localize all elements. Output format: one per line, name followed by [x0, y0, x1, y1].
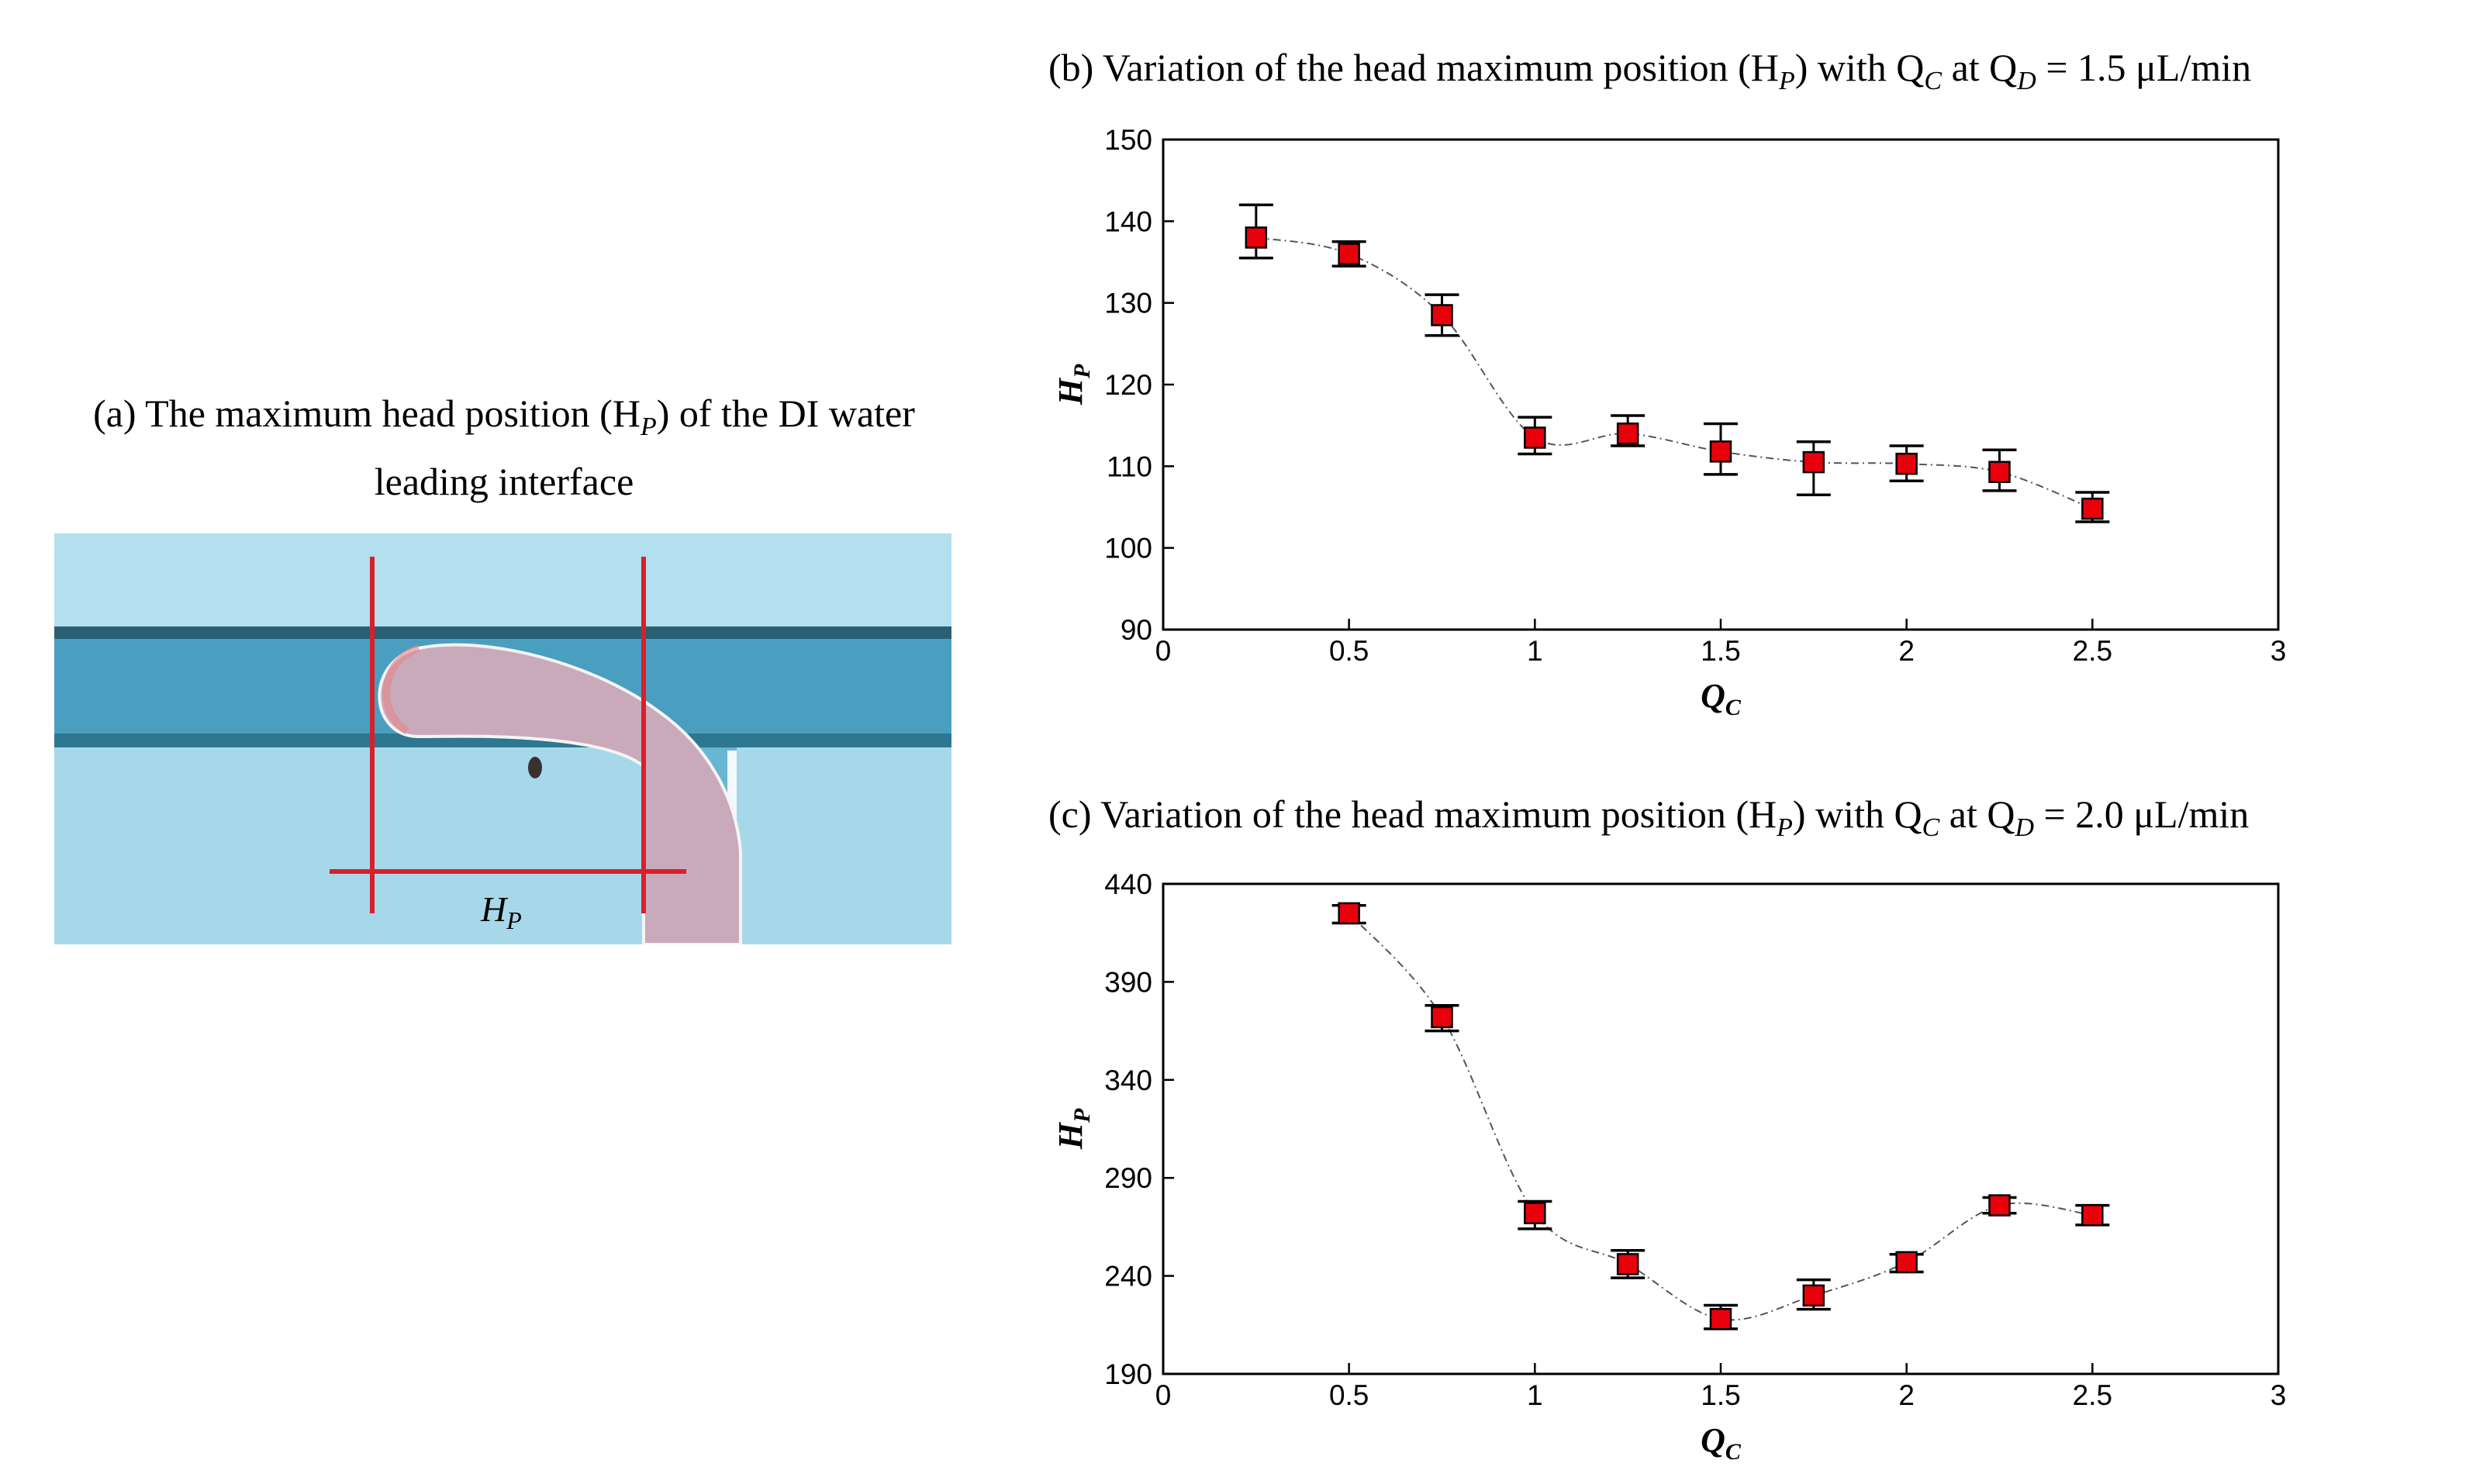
chart-b-x-tick-label: 2	[1898, 635, 1915, 667]
chart-b-y-tick-label: 90	[1121, 614, 1152, 646]
chart-b-data-point	[1431, 304, 1453, 326]
panel-c-hp-sub: P	[1777, 813, 1793, 842]
chart-c-data-point	[1802, 1284, 1825, 1307]
chart-c-x-tick-label: 1.5	[1701, 1379, 1740, 1411]
panel-b-qc-sub: C	[1924, 67, 1942, 95]
chart-b-data-point	[1338, 243, 1360, 265]
chart-b-x-tick-label: 0.5	[1329, 635, 1369, 667]
chart-c-y-tick-label: 340	[1104, 1065, 1152, 1096]
panel-a-title-start: (a) The maximum head position (H	[93, 392, 641, 435]
chart-b-data-point	[1245, 226, 1268, 249]
panel-b-hp-sub: P	[1778, 67, 1795, 95]
chart-c-x-tick-label: 1	[1527, 1379, 1543, 1411]
chart-b-data-point	[2081, 497, 2104, 520]
chart-b-y-tick-label: 140	[1104, 205, 1152, 237]
chart-b-y-tick-label: 100	[1104, 533, 1152, 564]
chart-c-data-point	[2081, 1203, 2104, 1227]
panel-c-qc-sub: C	[1922, 813, 1940, 842]
chart-c-data-point	[1524, 1202, 1546, 1224]
chart-c-y-tick-label: 440	[1104, 868, 1152, 900]
panel-c-title-at: at Q	[1939, 792, 2015, 836]
chart-b-plot-frame	[1162, 138, 2280, 631]
chart-c-y-tick-label: 190	[1104, 1358, 1152, 1390]
chart-c-data-point	[1616, 1253, 1639, 1275]
chart-b-data-point	[1895, 452, 1918, 475]
chart-c-data-point	[1709, 1307, 1732, 1330]
panel-b-title: (b) Variation of the head maximum positi…	[1048, 40, 2251, 109]
panel-c-title-mid: ) with Q	[1792, 792, 1922, 836]
chart-c-x-axis-label: QC	[1701, 1421, 1742, 1465]
chart-b-data-point	[1802, 450, 1825, 474]
chart-b-y-tick-label: 150	[1104, 124, 1152, 156]
panel-b-title-start: (b) Variation of the head maximum positi…	[1048, 46, 1779, 89]
chart-b-x-tick-label: 0	[1155, 635, 1172, 667]
upper-wall	[54, 626, 951, 639]
chart-c-data-point	[1895, 1251, 1918, 1274]
panel-a-title-end: ) of the DI water leading interface	[374, 392, 915, 503]
chart-c: 0 0.5 1 1.5 2 2.5 3 190 240 290 340 390 440 QC HP	[1052, 868, 2287, 1465]
chart-c-y-tick-label: 290	[1104, 1162, 1152, 1194]
chart-c-data-point	[1988, 1194, 2011, 1217]
chart-c-data-point	[1431, 1006, 1453, 1029]
panel-c-title-start: (c) Variation of the head maximum positi…	[1048, 792, 1777, 836]
panel-b-title-mid: ) with Q	[1794, 46, 1925, 89]
chart-c-x-tick-label: 0	[1155, 1379, 1172, 1411]
chart-b-x-axis-label: QC	[1701, 677, 1742, 720]
chart-c-x-tick-label: 2	[1898, 1379, 1915, 1411]
chart-b-x-tick-label: 1.5	[1701, 635, 1740, 667]
hp-label: HP	[480, 889, 522, 934]
panel-b-title-at: at Q	[1942, 46, 2018, 89]
chart-b-y-tick-label: 120	[1104, 369, 1152, 401]
particle	[528, 757, 542, 778]
chart-b-data-point	[1709, 440, 1732, 463]
chart-b-series-line	[1255, 236, 2093, 510]
droplet-highlight	[382, 644, 420, 735]
panel-b-title-end: = 1.5 μL/min	[2036, 46, 2252, 89]
panel-b-qd-sub: D	[2017, 67, 2036, 95]
panel-c-title-end: = 2.0 μL/min	[2034, 792, 2250, 836]
chart-c-series-line	[1348, 913, 2093, 1321]
chart-c-x-tick-label: 3	[2271, 1379, 2287, 1411]
chart-c-plot-frame	[1162, 882, 2280, 1375]
chart-c-y-tick-label: 240	[1104, 1261, 1152, 1292]
droplet-photo: HP	[54, 533, 951, 944]
chart-b-x-tick-label: 1	[1527, 635, 1543, 667]
panel-a-title: (a) The maximum head position (HP) of th…	[47, 386, 962, 509]
chart-b-data-point	[1988, 461, 2011, 483]
panel-c-qd-sub: D	[2015, 813, 2035, 842]
lower-wall	[54, 733, 951, 747]
chart-b: 0 0.5 1 1.5 2 2.5 3 90 100 110 120 130 140 150 QC HP	[1052, 124, 2287, 720]
lower-left-block	[54, 747, 644, 944]
lower-right-block	[737, 747, 951, 944]
panel-c-title: (c) Variation of the head maximum positi…	[1048, 787, 2249, 855]
chart-b-x-tick-label: 3	[2271, 635, 2287, 667]
chart-b-y-tick-label: 130	[1104, 288, 1152, 319]
panel-a-title-sub: P	[640, 412, 657, 441]
chart-c-x-tick-label: 2.5	[2073, 1379, 2112, 1411]
chart-b-x-tick-label: 2.5	[2073, 635, 2112, 667]
chart-c-y-axis-label: HP	[1052, 1108, 1095, 1150]
chart-b-data-point	[1616, 422, 1639, 445]
upper-region	[54, 533, 951, 630]
chart-b-y-axis-label: HP	[1052, 364, 1095, 406]
chart-c-y-tick-label: 390	[1104, 966, 1152, 998]
chart-b-data-point	[1524, 426, 1546, 449]
chart-c-data-point	[1338, 902, 1360, 925]
chart-c-x-tick-label: 0.5	[1329, 1379, 1369, 1411]
chart-b-y-tick-label: 110	[1107, 450, 1152, 482]
